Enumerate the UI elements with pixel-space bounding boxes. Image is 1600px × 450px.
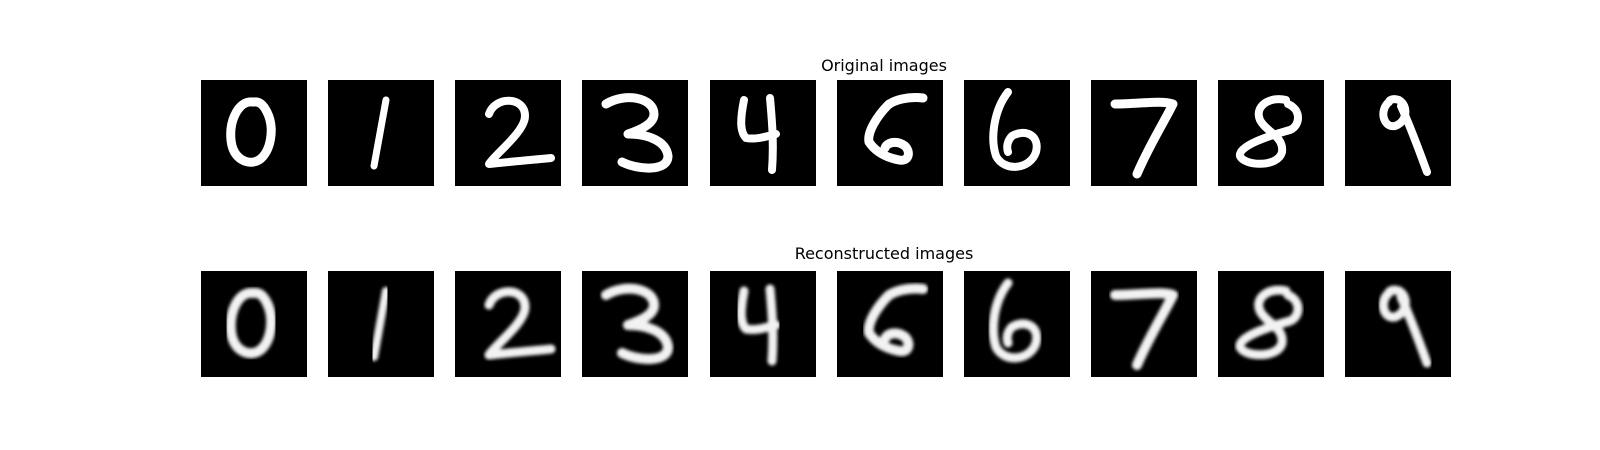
original-digit-5-image [837,80,943,186]
digit-5-stroke [863,283,928,357]
original-digit-1-image [328,80,434,186]
reconstructed-digit-7-image [1091,271,1197,377]
original-digit-7-image [1091,80,1197,186]
digit-5-blurred-icon [863,283,928,357]
digit-6-handwritten-icon [989,88,1041,171]
digit-2-stroke [485,96,555,168]
digit-1-blurred-icon [370,287,390,361]
digit-8-blurred-icon [1235,285,1303,360]
original-digit-8-image [1218,80,1324,186]
digit-7-handwritten-icon [1110,97,1178,179]
digit-1-stroke [370,96,390,170]
digit-9-handwritten-icon [1379,95,1431,176]
digit-7-stroke [1110,288,1178,370]
reconstructed-images-title: Reconstructed images [794,244,974,263]
reconstructed-digit-6-image [964,271,1070,377]
reconstructed-digit-1-image [328,271,434,377]
digit-6-blurred-icon [988,278,1042,363]
digit-5-stroke [864,93,928,165]
reconstructed-digit-3-image [582,271,688,377]
original-images-title: Original images [821,56,947,75]
digit-4-blurred-icon [736,284,781,366]
original-digit-6-image [964,80,1070,186]
digit-9-blurred-icon [1378,285,1432,368]
digit-3-handwritten-icon [601,93,673,173]
digit-8-stroke [1236,95,1302,168]
digit-9-stroke [1379,95,1431,176]
original-digit-4-image [710,80,816,186]
reconstructed-digit-8-image [1218,271,1324,377]
digit-8-handwritten-icon [1236,95,1302,168]
reconstructed-digit-4-image [710,271,816,377]
digit-4-handwritten-icon [737,94,780,174]
original-digit-2-image [455,80,561,186]
digit-7-blurred-icon [1110,288,1178,370]
digit-8-stroke [1235,285,1303,360]
digit-9-stroke [1378,285,1432,368]
digit-4-stroke [736,284,781,366]
reconstructed-digit-2-image [455,271,561,377]
digit-2-handwritten-icon [485,96,555,168]
digit-1-handwritten-icon [370,96,390,170]
digit-6-stroke [988,278,1042,363]
digit-3-blurred-icon [601,283,673,364]
digit-0-stroke [225,287,277,359]
digit-3-stroke [601,93,673,173]
digit-0-handwritten-icon [226,97,276,167]
digit-1-stroke [370,287,390,361]
reconstructed-digit-0-image [201,271,307,377]
digit-0-blurred-icon [225,287,277,359]
digit-4-stroke [737,94,780,174]
original-digit-0-image [201,80,307,186]
reconstructed-digit-5-image [837,271,943,377]
digit-5-handwritten-icon [864,93,928,165]
digit-2-stroke [484,287,556,360]
reconstructed-digit-9-image [1345,271,1451,377]
digit-6-stroke [989,88,1041,171]
digit-7-stroke [1110,97,1178,179]
original-digit-9-image [1345,80,1451,186]
digit-0-stroke [226,97,276,167]
digit-2-blurred-icon [484,287,556,360]
digit-3-stroke [601,283,673,364]
original-digit-3-image [582,80,688,186]
